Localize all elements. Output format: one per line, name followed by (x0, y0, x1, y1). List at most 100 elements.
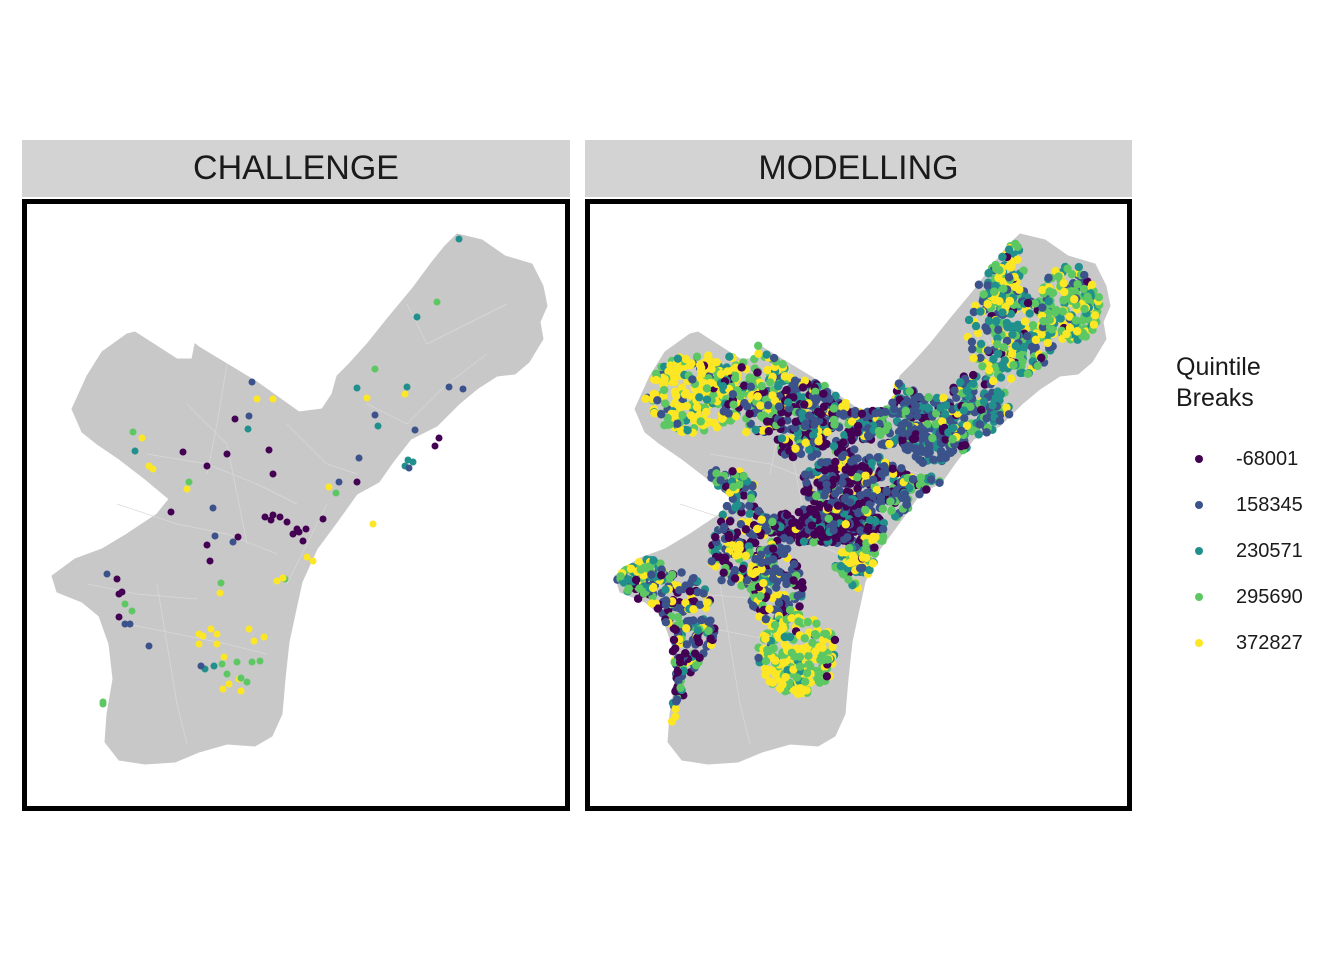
sale-point-marker (661, 617, 671, 627)
sale-point-marker (964, 315, 974, 325)
sale-point-marker (998, 308, 1007, 317)
sale-point-marker (725, 517, 735, 526)
sale-point-marker (103, 570, 111, 578)
sale-point-marker (730, 374, 740, 383)
sale-point-marker (996, 390, 1005, 399)
sale-point-marker (860, 463, 870, 472)
sale-point-marker (839, 409, 848, 418)
sale-point-marker (707, 557, 716, 566)
sale-point-marker (1037, 353, 1046, 363)
map-modelling-svg (613, 233, 1111, 765)
sale-point-marker (207, 625, 215, 633)
sale-point-marker (118, 588, 126, 596)
legend-label: 372827 (1236, 631, 1303, 654)
sale-point-marker (984, 268, 993, 278)
sale-point-marker (853, 484, 862, 493)
sale-point-marker (685, 587, 695, 596)
sale-point-marker (840, 430, 849, 440)
sale-point-marker (797, 688, 806, 697)
sale-point-marker (774, 598, 784, 608)
sale-point-marker (883, 421, 893, 431)
sale-point-marker (911, 452, 920, 461)
sale-point-marker (872, 485, 882, 495)
sale-point-marker (129, 428, 137, 436)
tract-boundary-line (156, 583, 188, 745)
sale-point-marker (798, 409, 807, 418)
sale-point-marker (682, 617, 692, 626)
sale-point-marker (695, 600, 705, 610)
sale-point-marker (802, 668, 812, 678)
sale-point-marker (216, 589, 224, 597)
sale-point-marker (411, 426, 419, 434)
sale-point-marker (763, 401, 773, 410)
sale-point-marker (669, 635, 679, 645)
sale-point-marker (756, 401, 765, 410)
sale-point-marker (237, 687, 245, 695)
sale-point-marker (844, 575, 853, 584)
legend-label: 158345 (1236, 493, 1303, 516)
sale-point-marker (971, 321, 981, 331)
sale-point-marker (765, 677, 774, 686)
legend-items: -68001 158345 230571 295690 372827 (1176, 436, 1336, 666)
sale-point-marker (719, 568, 728, 577)
sale-point-marker (1071, 316, 1081, 325)
sale-point-marker (865, 515, 875, 525)
sale-point-marker (253, 395, 261, 403)
sale-point-marker (688, 574, 698, 583)
sale-point-marker (804, 488, 813, 497)
sale-point-marker (853, 428, 862, 437)
sale-point-marker (707, 364, 716, 374)
sale-point-marker (949, 423, 958, 433)
sale-point-marker (197, 662, 205, 670)
sale-point-marker (696, 417, 705, 426)
sale-point-marker (869, 534, 878, 543)
sale-point-marker (309, 557, 317, 565)
sale-point-marker (967, 337, 977, 346)
sale-point-marker (922, 403, 932, 412)
sale-point-marker (782, 385, 791, 395)
sale-point-marker (702, 395, 712, 404)
sale-point-marker (988, 401, 997, 410)
sale-point-marker (660, 399, 670, 408)
sale-point-marker (798, 383, 808, 392)
sale-point-marker (978, 362, 987, 371)
legend-item: 158345 (1176, 482, 1336, 528)
sale-point-marker (869, 475, 878, 485)
sale-point-marker (712, 469, 721, 478)
tract-boundary-line (86, 583, 198, 600)
sale-point-marker (185, 478, 193, 486)
sale-point-marker (403, 383, 411, 391)
sale-point-marker (789, 576, 798, 585)
sale-point-marker (960, 414, 969, 423)
sale-point-marker (795, 580, 804, 589)
sale-point-marker (888, 398, 897, 407)
sale-point-marker (213, 630, 221, 638)
sale-point-marker (885, 439, 894, 449)
legend-item: 230571 (1176, 528, 1336, 574)
sale-point-marker (276, 513, 284, 521)
sale-point-marker (405, 464, 413, 472)
sale-point-marker (876, 492, 886, 502)
sale-point-marker (821, 629, 831, 639)
sale-point-marker (681, 388, 691, 398)
sale-point-marker (820, 532, 829, 541)
sale-point-marker (908, 475, 918, 484)
sale-point-marker (1090, 311, 1100, 320)
legend-label: 230571 (1236, 539, 1303, 562)
sale-point-marker (897, 464, 906, 473)
sale-point-marker (780, 572, 789, 582)
sale-point-marker (988, 376, 998, 386)
sale-point-marker (781, 672, 790, 682)
sale-point-marker (126, 620, 134, 628)
sale-point-marker (639, 563, 649, 573)
sale-point-marker (653, 396, 662, 405)
sale-point-marker (753, 368, 762, 377)
sale-point-marker (960, 440, 970, 450)
sale-point-marker (355, 454, 363, 462)
sale-point-marker (353, 384, 361, 392)
sale-point-marker (250, 637, 258, 645)
sale-point-marker (718, 382, 728, 391)
sale-point-marker (784, 680, 794, 689)
legend-item: 295690 (1176, 574, 1336, 620)
sale-point-marker (800, 512, 810, 521)
